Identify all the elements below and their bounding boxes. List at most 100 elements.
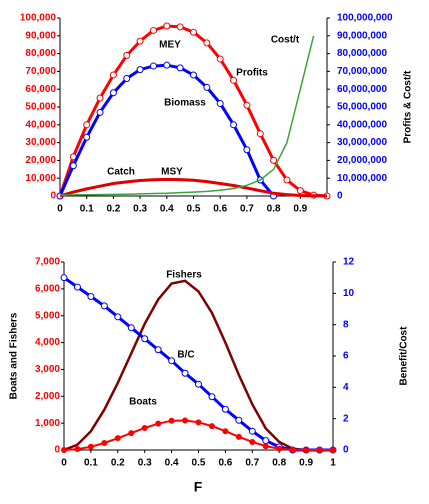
point	[243, 101, 251, 109]
x-tick-label: 0.5	[192, 458, 206, 469]
point	[168, 417, 175, 424]
point	[109, 71, 117, 79]
x-tick-label: 0.3	[133, 204, 147, 215]
point	[163, 22, 171, 30]
point	[181, 369, 189, 377]
y-axis-label: Boats and Fishers	[9, 312, 20, 399]
point	[270, 156, 278, 164]
point	[203, 39, 211, 47]
series-label: Catch	[107, 167, 135, 178]
point	[316, 447, 323, 453]
series-label: B/C	[177, 350, 194, 361]
x-tick-label: 0.6	[218, 458, 232, 469]
point	[235, 416, 243, 424]
y-tick-label: 0	[50, 191, 56, 202]
x-tick-label: 0.6	[213, 204, 227, 215]
y2-tick-label: 20,000,000	[337, 155, 387, 166]
y2-tick-label: 8	[343, 319, 349, 330]
x-tick-label: 1	[330, 458, 336, 469]
y-tick-label: 90,000	[25, 30, 56, 41]
point	[283, 176, 291, 184]
point	[262, 443, 269, 450]
x-tick-label: 0.2	[106, 204, 120, 215]
y-tick-label: 3,000	[35, 364, 60, 375]
point	[262, 437, 270, 445]
series-label: Fishers	[166, 270, 202, 281]
y-tick-label: 6,000	[35, 283, 60, 294]
point	[216, 99, 224, 107]
point	[195, 419, 202, 426]
x-tick-label: 0.5	[187, 204, 201, 215]
point	[136, 66, 144, 74]
point	[149, 26, 157, 34]
y-tick-label: 40,000	[25, 119, 56, 130]
y2-tick-label: 6	[343, 351, 349, 362]
point	[222, 428, 229, 435]
point	[190, 28, 197, 36]
point	[176, 64, 184, 72]
x-tick-label: 0.4	[160, 204, 174, 215]
x-tick-label: 0.8	[267, 204, 281, 215]
point	[276, 445, 283, 452]
x-tick-label: 0.9	[293, 204, 307, 215]
y-tick-label: 2,000	[35, 391, 60, 402]
y2-tick-label: 0	[337, 191, 343, 202]
x-tick-label: 0	[57, 204, 63, 215]
point	[141, 424, 148, 431]
x-tick-label: 0.4	[165, 458, 179, 469]
x-tick-label: 0.8	[272, 458, 286, 469]
point	[96, 108, 104, 116]
point	[109, 89, 117, 97]
series-label: Profits	[236, 68, 268, 79]
x-tick-label: 0.2	[111, 458, 125, 469]
series-label: Boats	[129, 397, 157, 408]
point	[330, 447, 336, 453]
y-tick-label: 20,000	[25, 155, 56, 166]
y-tick-label: 10,000	[25, 173, 56, 184]
point	[100, 302, 108, 310]
y2-tick-label: 50,000,000	[337, 102, 387, 113]
point	[123, 75, 131, 83]
point	[182, 417, 189, 424]
point	[289, 446, 296, 453]
x-tick-label: 0.1	[80, 204, 94, 215]
point	[208, 423, 215, 430]
series-label: Biomass	[164, 98, 206, 109]
y-tick-label: 80,000	[25, 48, 56, 59]
point	[235, 433, 242, 440]
y2-tick-label: 80,000,000	[337, 48, 387, 59]
x-tick-label: 0.7	[245, 458, 259, 469]
x-tick-label: 0.7	[240, 204, 254, 215]
annotation: MEY	[159, 40, 181, 51]
y-tick-label: 60,000	[25, 84, 56, 95]
y-tick-label: 0	[54, 445, 60, 456]
point	[243, 146, 251, 154]
point	[101, 440, 108, 447]
point	[114, 435, 121, 442]
point	[83, 133, 91, 141]
point	[69, 162, 77, 170]
y-tick-label: 7,000	[35, 257, 60, 268]
point	[155, 420, 162, 427]
point	[123, 51, 131, 59]
y-tick-label: 50,000	[25, 102, 56, 113]
y2-tick-label: 100,000,000	[337, 13, 393, 24]
series-line	[59, 177, 328, 198]
series-label: Cost/t	[271, 35, 300, 46]
y2-tick-label: 12	[343, 257, 355, 268]
point	[303, 447, 310, 453]
point	[141, 335, 149, 343]
x-axis-label: F	[194, 479, 203, 495]
point	[176, 23, 184, 31]
x-tick-label: 0.9	[299, 458, 313, 469]
point	[96, 94, 104, 102]
point	[195, 380, 202, 388]
y-tick-label: 100,000	[20, 13, 57, 24]
point	[163, 61, 171, 69]
y2-tick-label: 0	[343, 445, 349, 456]
point	[230, 76, 238, 84]
point	[221, 405, 229, 413]
y-tick-label: 5,000	[35, 310, 60, 321]
x-tick-label: 0.3	[138, 458, 152, 469]
